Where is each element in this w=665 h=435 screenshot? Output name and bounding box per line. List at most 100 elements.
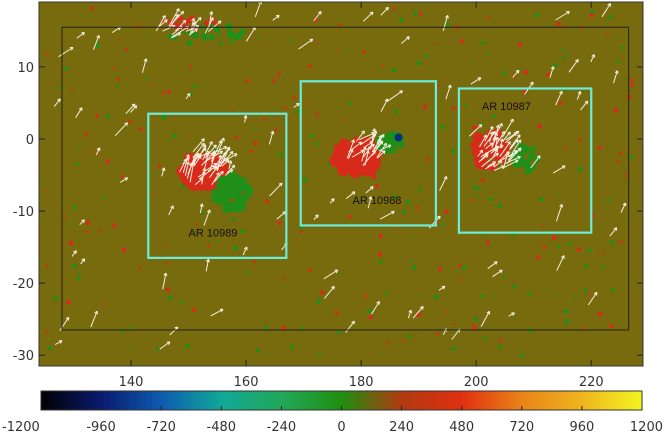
- field-patch: [606, 32, 609, 35]
- field-patch: [558, 101, 563, 106]
- field-patch: [251, 118, 253, 120]
- field-patch: [167, 19, 171, 23]
- field-patch: [151, 84, 154, 86]
- field-patch: [392, 194, 397, 199]
- field-patch: [138, 127, 143, 131]
- field-patch: [556, 193, 559, 196]
- field-patch: [45, 330, 49, 334]
- field-arrow: [377, 137, 382, 148]
- field-patch: [315, 142, 319, 146]
- field-patch: [418, 188, 422, 192]
- active-region-label: AR 10988: [353, 195, 402, 207]
- field-patch: [182, 30, 186, 34]
- field-patch: [434, 294, 439, 300]
- field-arrow: [379, 210, 395, 220]
- field-patch: [458, 264, 462, 269]
- field-patch: [72, 222, 75, 226]
- field-patch: [45, 264, 49, 268]
- field-patch: [391, 68, 397, 73]
- field-patch: [208, 33, 216, 41]
- field-patch: [57, 86, 61, 89]
- field-patch: [554, 293, 558, 296]
- field-arrow: [509, 134, 521, 149]
- field-patch: [531, 165, 537, 170]
- field-arrow: [470, 77, 482, 85]
- field-arrow: [530, 155, 541, 169]
- field-arrow: [185, 92, 191, 100]
- field-patch: [118, 38, 120, 41]
- field-patch: [343, 119, 346, 122]
- field-patch: [480, 178, 485, 183]
- field-patch: [492, 114, 496, 118]
- field-arrow: [171, 32, 182, 39]
- y-axis: 10 0 -10 -20 -30: [13, 61, 643, 364]
- field-patch: [411, 265, 417, 270]
- field-patch: [72, 205, 77, 210]
- field-patch: [208, 240, 211, 243]
- field-arrow: [228, 160, 233, 170]
- field-patch: [264, 325, 268, 330]
- field-patch: [499, 339, 503, 343]
- field-patch: [526, 167, 532, 173]
- horizontal-field-arrows: [53, 0, 627, 350]
- field-arrow: [182, 154, 190, 174]
- field-arrow: [442, 15, 449, 31]
- field-patch: [556, 21, 561, 26]
- field-patch: [521, 160, 528, 167]
- field-patch: [172, 133, 177, 138]
- field-arrow: [162, 272, 168, 290]
- field-patch: [223, 177, 227, 181]
- field-patch: [289, 117, 291, 120]
- field-patch: [453, 332, 455, 335]
- field-patch: [527, 148, 532, 152]
- field-arrow: [468, 124, 483, 137]
- field-patch: [128, 120, 132, 124]
- field-patch: [278, 152, 283, 157]
- field-arrow: [362, 150, 376, 166]
- field-patch: [501, 71, 506, 76]
- field-patch: [437, 84, 440, 88]
- colorbar-tick-label: -240: [267, 420, 297, 435]
- field-arrow: [590, 54, 595, 63]
- field-arrow: [329, 198, 335, 204]
- field-patch: [567, 51, 570, 55]
- field-patch: [290, 345, 295, 350]
- field-patch: [214, 195, 223, 204]
- field-arrow: [387, 90, 403, 102]
- field-patch: [130, 346, 133, 349]
- field-patch: [529, 145, 534, 150]
- field-patch: [231, 31, 235, 35]
- field-arrow: [59, 316, 70, 331]
- field-patch: [51, 83, 54, 85]
- field-patch: [451, 106, 456, 111]
- field-patch: [299, 230, 303, 234]
- field-patch: [315, 112, 319, 116]
- field-arrow: [613, 70, 619, 84]
- field-patch: [76, 162, 80, 166]
- field-patch: [472, 185, 477, 189]
- colorbar-tick-label: 1200: [630, 420, 663, 435]
- field-patch: [425, 158, 429, 162]
- field-patch: [490, 296, 493, 298]
- field-patch: [512, 284, 517, 289]
- field-patch: [192, 84, 197, 89]
- field-arrow: [324, 285, 335, 299]
- field-arrow: [362, 11, 374, 22]
- field-patch: [561, 24, 564, 28]
- field-patch: [245, 78, 250, 83]
- field-arrow: [347, 148, 354, 160]
- colorbar: -1200 -960 -720 -480 -240 0 240 480 720 960 1200: [2, 390, 663, 435]
- field-patch: [489, 197, 493, 202]
- field-patch: [46, 53, 50, 56]
- field-patch: [191, 307, 196, 312]
- field-arrow: [503, 152, 509, 169]
- field-patch: [564, 319, 570, 324]
- field-arrow: [445, 84, 452, 100]
- field-patch: [394, 109, 399, 115]
- field-arrow: [358, 132, 375, 141]
- field-patch: [240, 229, 246, 234]
- field-arrow: [220, 153, 238, 164]
- field-patch: [436, 331, 440, 335]
- field-arrow: [346, 139, 355, 159]
- field-patch: [375, 184, 380, 189]
